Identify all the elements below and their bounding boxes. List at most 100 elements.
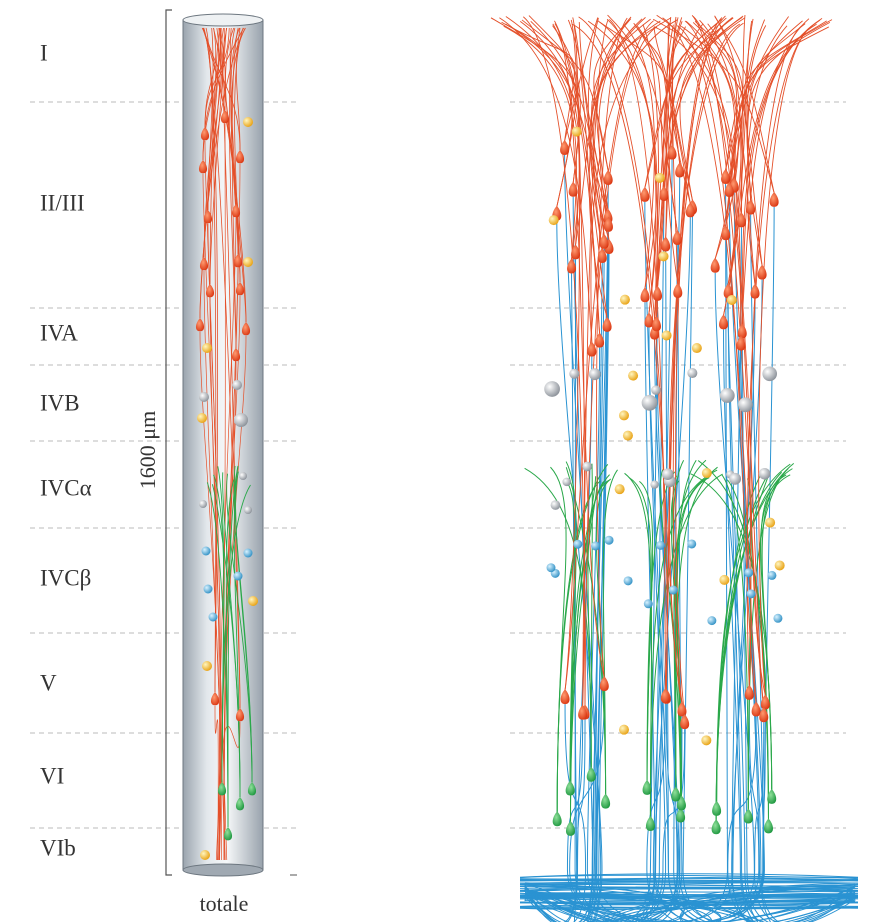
soma — [645, 815, 655, 831]
soma — [751, 701, 761, 717]
cell-ball — [758, 467, 771, 480]
layer-label: VI — [40, 763, 64, 788]
dendrite — [758, 25, 813, 696]
soma — [247, 781, 257, 796]
soma — [660, 688, 670, 704]
green-dendrite — [716, 476, 768, 802]
axon-bundle — [519, 888, 859, 892]
axon — [223, 361, 237, 861]
soma — [602, 316, 612, 332]
cell-ball — [719, 388, 735, 403]
soma — [759, 707, 769, 723]
green-dendrite — [715, 462, 795, 821]
soma — [552, 811, 562, 827]
axon — [524, 722, 765, 922]
dendrite — [653, 26, 681, 164]
axon — [524, 183, 759, 922]
axon — [524, 196, 594, 922]
dendrite — [199, 27, 222, 319]
soma — [743, 808, 753, 824]
soma — [205, 283, 215, 298]
cell-ball — [661, 330, 672, 341]
dendrite — [582, 19, 609, 706]
layer-label: V — [40, 670, 57, 695]
axon — [679, 214, 856, 922]
dendrite — [523, 16, 586, 706]
soma — [685, 202, 695, 218]
cell-ball — [234, 413, 248, 427]
cell-ball — [203, 584, 213, 594]
soma — [659, 185, 669, 201]
dendrite — [596, 17, 628, 678]
soma — [661, 236, 671, 252]
green-dendrite — [659, 469, 682, 809]
soma — [195, 317, 205, 332]
axon — [574, 259, 856, 922]
axons — [519, 154, 859, 922]
cell-ball — [691, 343, 702, 354]
layer-label: VIb — [40, 835, 76, 860]
dendrite — [746, 25, 767, 266]
dendrite — [578, 22, 609, 218]
dendrite — [590, 19, 678, 343]
axon — [524, 331, 678, 922]
axon-bundle — [519, 880, 859, 883]
cell-ball — [569, 368, 580, 379]
cell-ball — [628, 370, 639, 381]
axon — [727, 716, 856, 922]
axon — [573, 356, 856, 922]
soma — [710, 257, 720, 273]
soma — [235, 149, 245, 164]
soma — [599, 676, 609, 692]
soma — [736, 212, 746, 228]
green-dendrite — [565, 467, 607, 795]
dendrite — [573, 24, 601, 334]
axon — [524, 331, 608, 922]
cell-ball — [199, 500, 207, 508]
green-dendrite — [602, 469, 618, 795]
dendrite — [675, 26, 724, 716]
dendrite — [728, 26, 830, 184]
dendrite — [642, 24, 659, 314]
green-dendrite — [222, 472, 241, 798]
soma — [199, 256, 209, 271]
cell-ball — [765, 517, 776, 528]
axon — [524, 217, 691, 922]
soma — [675, 162, 685, 178]
dendrite — [209, 27, 227, 285]
dendrite — [230, 27, 247, 323]
green-dendrite — [524, 467, 592, 768]
soma — [760, 694, 770, 710]
cell-ball — [619, 294, 630, 305]
layer-boundaries — [30, 101, 846, 829]
dendrite — [564, 17, 599, 142]
cell-ball — [744, 568, 754, 578]
soma — [653, 285, 663, 301]
soma — [235, 707, 245, 722]
soma — [677, 701, 687, 717]
soma — [560, 139, 570, 155]
layer-label: I — [40, 40, 48, 65]
dendrite — [209, 27, 220, 285]
soma — [223, 826, 233, 841]
cylinder-top — [182, 13, 264, 27]
dendrite — [554, 23, 605, 678]
cell-ball — [582, 461, 592, 472]
dendrite — [570, 19, 586, 706]
soma — [603, 169, 613, 185]
dendrite — [584, 26, 658, 706]
green-dendrite — [550, 466, 567, 813]
soma — [217, 781, 227, 796]
axon — [524, 699, 760, 922]
dendrite — [501, 21, 575, 142]
axon — [219, 295, 241, 861]
cylinder-cells — [195, 27, 258, 861]
dendrite — [746, 25, 788, 285]
axon-bundle — [519, 876, 859, 880]
soma — [672, 229, 682, 245]
column-drawing — [182, 13, 264, 877]
green-dendrite — [569, 474, 610, 782]
cell-ball — [623, 576, 633, 586]
soma — [565, 820, 575, 836]
